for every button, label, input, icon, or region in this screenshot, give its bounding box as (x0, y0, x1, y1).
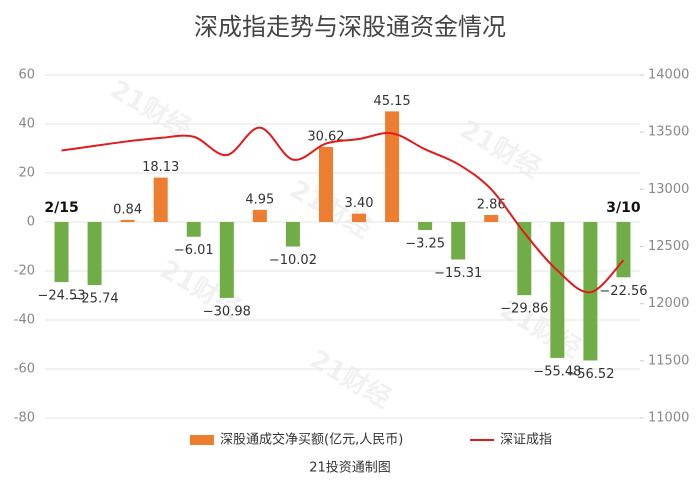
y-tick-label: 40 (18, 117, 35, 132)
bar (352, 213, 367, 222)
data-label: −30.98 (203, 304, 251, 319)
legend-label: 深股通成交净买额(亿元,人民币) (220, 432, 403, 448)
bar (285, 222, 300, 247)
watermark: 21财经 (305, 344, 397, 415)
bar (550, 222, 565, 358)
data-label: −25.74 (71, 292, 119, 307)
data-label: 0.84 (113, 202, 142, 217)
bar (186, 222, 201, 237)
bar (451, 222, 466, 260)
data-label: −6.01 (174, 243, 214, 258)
y-tick-label: -40 (14, 313, 35, 328)
data-label: −22.56 (599, 284, 647, 299)
bar (517, 222, 532, 296)
y2-tick-label: 13000 (648, 182, 689, 197)
bar (219, 222, 234, 298)
bar (120, 219, 135, 222)
bar (87, 222, 102, 286)
watermark: 21财经 (105, 74, 197, 145)
data-label: 30.62 (307, 129, 344, 144)
y-tick-label: -80 (14, 411, 35, 426)
data-label: −10.02 (269, 253, 317, 268)
bar (318, 146, 333, 222)
y-tick-label: 60 (18, 68, 35, 83)
y2-tick-label: 11000 (648, 411, 689, 426)
bar (418, 222, 433, 230)
bar (54, 222, 69, 283)
data-label: −29.86 (500, 302, 548, 317)
legend-label: 深证成指 (500, 433, 552, 448)
y2-tick-label: 12000 (648, 296, 689, 311)
data-label: −15.31 (434, 266, 482, 281)
legend-swatch (190, 435, 214, 445)
bar (385, 111, 400, 222)
y-tick-label: -20 (14, 264, 35, 279)
bar (484, 214, 499, 222)
data-label: 4.95 (245, 192, 274, 207)
y2-tick-label: 12500 (648, 239, 689, 254)
data-label: −56.52 (566, 367, 614, 382)
data-label: −24.53 (37, 289, 85, 304)
y-tick-label: 0 (27, 215, 35, 230)
y2-tick-label: 14000 (648, 68, 689, 83)
source: 21投资通制图 (309, 460, 391, 476)
data-label: 3.40 (345, 196, 374, 211)
chart-title: 深成指走势与深股通资金情况 (194, 13, 506, 41)
data-label: 45.15 (373, 94, 410, 109)
bar (616, 222, 631, 278)
x-tick-label: 2/15 (44, 200, 78, 216)
bar (252, 209, 267, 222)
x-tick-label: 3/10 (606, 200, 641, 216)
line (61, 126, 625, 294)
y-tick-label: -60 (14, 362, 35, 377)
y-tick-label: 20 (18, 166, 35, 181)
data-label: 2.86 (477, 197, 506, 212)
y2-tick-label: 11500 (648, 353, 689, 368)
data-label: 18.13 (142, 160, 179, 175)
y2-tick-label: 13500 (648, 125, 689, 140)
data-label: −3.25 (405, 236, 445, 251)
data-label: −55.48 (533, 364, 581, 379)
bar (153, 177, 168, 222)
